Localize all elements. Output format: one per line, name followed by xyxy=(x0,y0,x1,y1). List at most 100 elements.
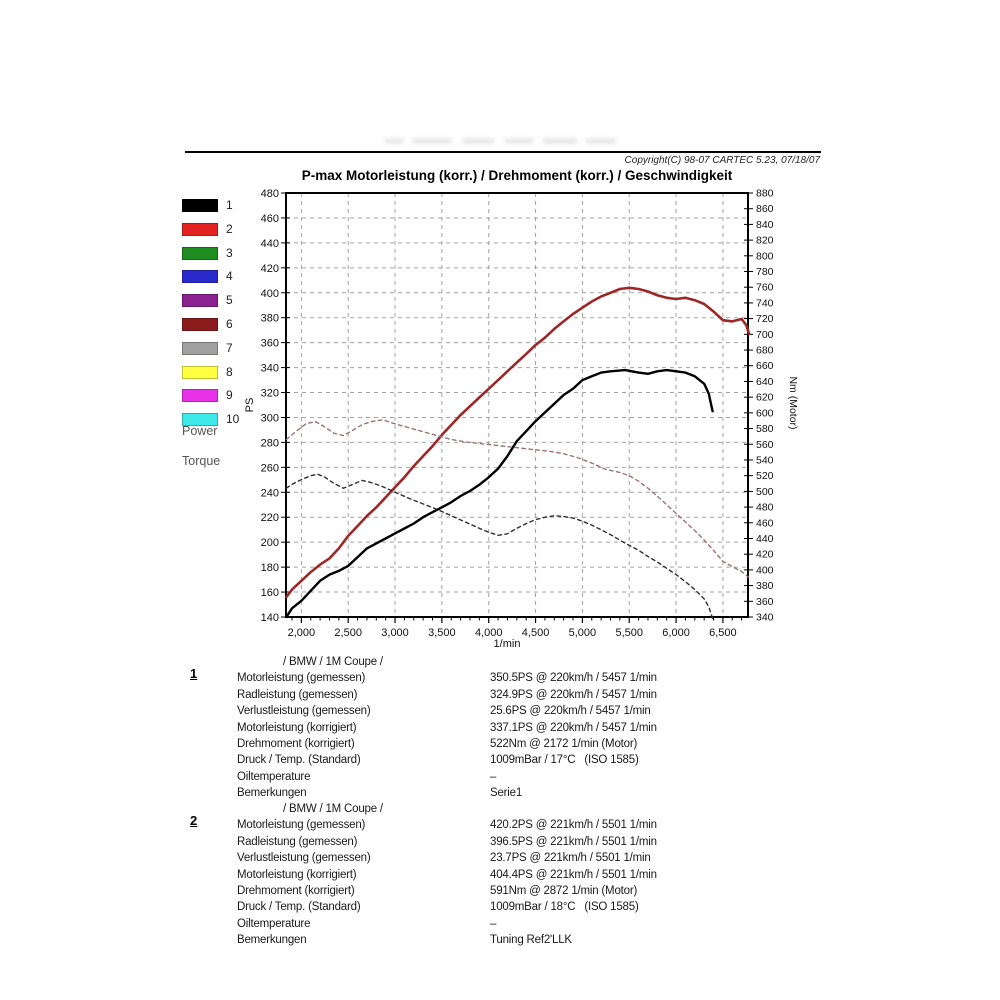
svg-text:820: 820 xyxy=(756,235,774,247)
blurred-header-text xyxy=(505,138,533,144)
svg-text:160: 160 xyxy=(261,587,279,599)
svg-text:500: 500 xyxy=(756,486,774,498)
run-row-value: Serie1 xyxy=(490,787,523,800)
run-row-value: 25.6PS @ 220km/h / 5457 1/min xyxy=(490,705,651,718)
svg-text:180: 180 xyxy=(261,562,279,574)
svg-text:320: 320 xyxy=(261,388,279,400)
svg-text:580: 580 xyxy=(756,423,774,435)
run-row-label: Oiltemperature xyxy=(237,770,311,783)
run-row-label: Verlustleistung (gemessen) xyxy=(237,852,371,865)
gridlines xyxy=(286,193,748,617)
run-number: 1 xyxy=(190,666,198,681)
run-vehicle: / BMW / 1M Coupe / xyxy=(283,803,383,815)
svg-text:2,500: 2,500 xyxy=(334,627,362,639)
svg-text:700: 700 xyxy=(756,329,774,341)
run-row-value: 337.1PS @ 220km/h / 5457 1/min xyxy=(490,721,657,734)
legend-item-9: 9 xyxy=(182,387,282,411)
run-data-row: Drehmoment (korrigiert) 522Nm @ 2172 1/mi… xyxy=(237,738,797,754)
run-data-row: Druck / Temp. (Standard) 1009mBar / 18°C … xyxy=(237,901,797,917)
svg-text:340: 340 xyxy=(261,363,279,375)
svg-text:5,500: 5,500 xyxy=(615,627,643,639)
legend-items: 1 2 3 4 5 6 7 8 9 10 xyxy=(182,197,282,435)
run-number: 2 xyxy=(190,813,198,828)
legend-swatch xyxy=(182,270,218,284)
run-row-value: 404.4PS @ 221km/h / 5501 1/min xyxy=(490,868,657,881)
run-data-row: Druck / Temp. (Standard) 1009mBar / 17°C … xyxy=(237,754,797,770)
run-row-value: 23.7PS @ 221km/h / 5501 1/min xyxy=(490,852,651,865)
legend-swatch xyxy=(182,389,218,403)
legend-item-8: 8 xyxy=(182,364,282,388)
svg-text:4,000: 4,000 xyxy=(475,627,503,639)
legend-item-7: 7 xyxy=(182,340,282,364)
svg-text:680: 680 xyxy=(756,345,774,357)
copyright-text: Copyright(C) 98-07 CARTEC 5.23, 07/18/07 xyxy=(624,155,820,166)
run-data-row: Radleistung (gemessen) 324.9PS @ 220km/h … xyxy=(237,689,797,705)
svg-text:4,500: 4,500 xyxy=(522,627,550,639)
run-row-label: Radleistung (gemessen) xyxy=(237,835,358,848)
run-row-label: Radleistung (gemessen) xyxy=(237,688,358,701)
svg-text:520: 520 xyxy=(756,470,774,482)
blurred-header-text xyxy=(385,138,403,144)
run-data-row: Bemerkungen Serie1 xyxy=(237,787,797,803)
svg-text:460: 460 xyxy=(261,213,279,225)
run-row-value: – xyxy=(490,770,497,783)
run-row-value: – xyxy=(490,917,497,930)
run-row-label: Motorleistung (gemessen) xyxy=(237,672,366,685)
run-row-value: 522Nm @ 2172 1/min (Motor) xyxy=(490,738,638,750)
x-axis-title: 1/min xyxy=(494,638,521,650)
run-data-row: Radleistung (gemessen) 396.5PS @ 221km/h … xyxy=(237,836,797,852)
curve xyxy=(285,473,714,620)
svg-text:400: 400 xyxy=(261,288,279,300)
svg-text:420: 420 xyxy=(261,263,279,275)
blurred-header-text xyxy=(462,138,494,144)
run-data-row: Motorleistung (korrigiert) 404.4PS @ 221k… xyxy=(237,869,797,885)
legend-item-label: 4 xyxy=(226,269,233,284)
legend-swatch xyxy=(182,246,218,260)
legend-item-4: 4 xyxy=(182,268,282,292)
run-row-label: Motorleistung (korrigiert) xyxy=(237,868,357,881)
legend-item-label: 5 xyxy=(226,293,233,308)
axes: 480 460 440 420 400 380 360 340 320 300 280 260 240 2… xyxy=(244,188,799,651)
svg-text:800: 800 xyxy=(756,250,774,262)
legend-item-label: 3 xyxy=(226,245,233,260)
run-data-row: Drehmoment (korrigiert) 591Nm @ 2872 1/mi… xyxy=(237,885,797,901)
run-data-row: Oiltemperature – xyxy=(237,771,797,787)
svg-text:440: 440 xyxy=(261,238,279,250)
run-data-row: Verlustleistung (gemessen) 25.6PS @ 220km… xyxy=(237,705,797,721)
run-row-label: Druck / Temp. (Standard) xyxy=(237,901,361,914)
svg-text:260: 260 xyxy=(261,462,279,474)
blurred-header-text xyxy=(543,138,577,144)
legend-item-6: 6 xyxy=(182,316,282,340)
legend-item-label: 7 xyxy=(226,340,233,355)
svg-text:880: 880 xyxy=(756,188,774,200)
blurred-header-text xyxy=(586,138,616,144)
run-row-label: Drehmoment (korrigiert) xyxy=(237,738,355,750)
run-row-label: Bemerkungen xyxy=(237,787,307,800)
svg-text:3,000: 3,000 xyxy=(381,627,409,639)
svg-text:280: 280 xyxy=(261,437,279,449)
legend-swatch xyxy=(182,199,218,212)
svg-text:540: 540 xyxy=(756,454,774,466)
run-row-value: 1009mBar / 18°C (ISO 1585) xyxy=(490,901,639,914)
legend-item-label: 8 xyxy=(226,364,233,379)
legend-item-label: 9 xyxy=(226,388,233,403)
legend-item-5: 5 xyxy=(182,292,282,316)
run-data-row: Verlustleistung (gemessen) 23.7PS @ 221km… xyxy=(237,852,797,868)
legend-item-10: 10 xyxy=(182,411,282,435)
svg-text:300: 300 xyxy=(261,412,279,424)
legend: 1 2 3 4 5 6 7 8 9 10 xyxy=(182,197,282,435)
run-data-row: Bemerkungen Tuning Ref2'LLK xyxy=(237,934,797,950)
svg-text:6,000: 6,000 xyxy=(662,627,690,639)
svg-text:360: 360 xyxy=(756,596,774,608)
run-row-label: Motorleistung (korrigiert) xyxy=(237,721,357,734)
svg-text:440: 440 xyxy=(756,533,774,545)
svg-text:560: 560 xyxy=(756,439,774,451)
svg-text:860: 860 xyxy=(756,203,774,215)
legend-item-label: 2 xyxy=(226,221,233,236)
run-row-label: Druck / Temp. (Standard) xyxy=(237,754,361,767)
legend-swatch xyxy=(182,222,218,236)
legend-swatch xyxy=(182,365,218,379)
svg-text:380: 380 xyxy=(756,580,774,592)
run-row-label: Motorleistung (gemessen) xyxy=(237,819,366,832)
